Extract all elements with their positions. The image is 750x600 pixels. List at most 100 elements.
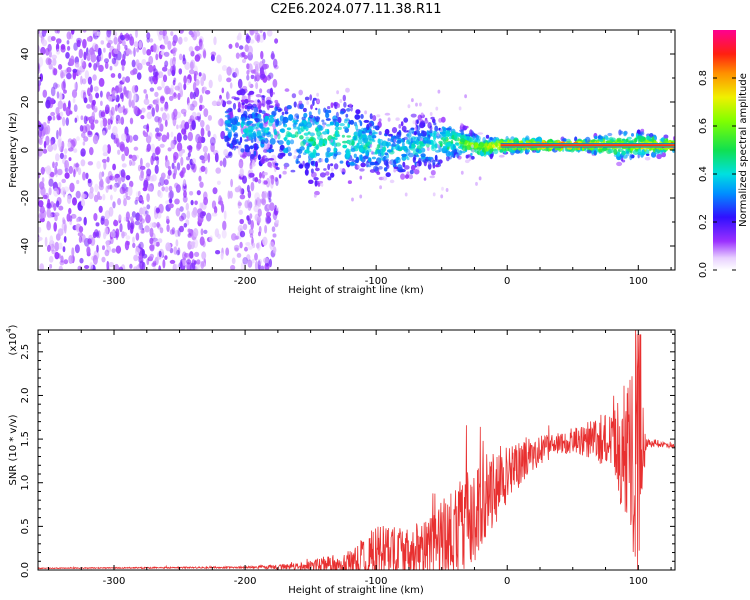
spectrogram-noise-cell: [72, 68, 78, 73]
spectrogram-noise-cell: [436, 132, 440, 137]
spectrogram-ridge-cell: [329, 121, 334, 125]
spectrogram-ridge-cell: [298, 89, 304, 96]
spectrogram-noise-cell: [191, 120, 196, 131]
spectrogram-ridge-cell: [226, 100, 232, 105]
spectrogram-noise-cell: [46, 124, 51, 135]
spectrogram-ridge-cell: [314, 180, 318, 187]
spectrogram-noise-cell: [38, 83, 41, 92]
spectrogram-noise-cell: [108, 206, 114, 217]
spectrogram-noise-cell: [137, 190, 141, 197]
spectrogram-ridge-cell: [297, 154, 302, 159]
spectrogram-ridge-cell: [243, 151, 247, 155]
spectrogram-noise-cell: [170, 131, 174, 138]
spectrogram-noise-cell: [234, 247, 239, 252]
spectrogram-noise-cell: [42, 89, 48, 98]
spectrogram-noise-cell: [203, 229, 208, 234]
spectrogram-noise-cell: [66, 31, 72, 40]
spectrogram-ridge-cell: [283, 166, 288, 170]
spectrogram-noise-cell: [200, 165, 206, 172]
spectrogram-ridge-cell: [269, 144, 273, 149]
spectrogram-noise-cell: [254, 177, 259, 183]
spectrogram-noise-cell: [213, 36, 217, 46]
spectrogram-noise-cell: [64, 160, 69, 170]
spectrogram-noise-cell: [149, 253, 154, 259]
spectrogram-noise-cell: [215, 167, 221, 174]
spectrogram-ridge-cell: [315, 126, 319, 133]
spectrogram-ridge-cell: [358, 129, 363, 135]
spectrogram-noise-cell: [265, 211, 272, 218]
spectrogram-noise-cell: [230, 178, 234, 188]
spectrogram-ridge-cell: [369, 169, 376, 173]
spectrogram-ridge-cell: [275, 167, 280, 170]
spectrogram-ridge-cell: [326, 147, 331, 153]
spectrogram-noise-cell: [149, 237, 154, 245]
spectrogram-noise-cell: [38, 226, 42, 233]
spectrogram-noise-cell: [65, 52, 70, 59]
spectrogram-noise-cell: [169, 58, 173, 68]
spectrogram-ridge-cell: [360, 114, 364, 119]
x-tick-label: 100: [629, 276, 648, 287]
spectrogram-noise-cell: [306, 100, 309, 105]
spectrogram-noise-cell: [81, 234, 86, 243]
spectrogram-noise-cell: [127, 220, 131, 231]
spectrogram-noise-cell: [121, 171, 127, 179]
spectrogram-noise-cell: [68, 255, 74, 264]
spectrogram-ridge-cell: [371, 134, 377, 139]
spectrogram-ridge-cell: [619, 130, 624, 135]
spectrogram-noise-cell: [247, 63, 253, 73]
spectrogram-noise-cell: [66, 72, 72, 80]
spectrogram-noise-cell: [60, 44, 66, 50]
x-tick-label: 100: [629, 576, 648, 587]
spectrogram-noise-cell: [100, 120, 104, 128]
spectrogram-ridge-cell: [384, 152, 389, 156]
spectrogram-noise-cell: [220, 252, 224, 260]
spectrogram-noise-cell: [68, 58, 75, 66]
spectrogram-noise-cell: [41, 39, 48, 47]
spectrogram-noise-cell: [38, 124, 44, 132]
spectrogram-noise-cell: [248, 228, 254, 235]
spectrogram-noise-cell: [58, 205, 64, 211]
spectrogram-noise-cell: [189, 91, 194, 100]
spectrogram-noise-cell: [60, 255, 64, 263]
spectrogram-noise-cell: [255, 82, 259, 90]
snr-scale-base: (x10: [8, 333, 19, 356]
spectrogram-ridge-cell: [376, 114, 381, 118]
spectrogram-noise-cell: [59, 152, 64, 160]
spectrogram-ridge-cell: [343, 126, 348, 130]
spectrogram-noise-cell: [184, 252, 189, 258]
spectrogram-noise-cell: [178, 262, 183, 269]
spectrogram-noise-cell: [66, 195, 72, 204]
spectrogram-ridge-cell: [245, 149, 250, 153]
spectrogram-noise-cell: [47, 115, 52, 121]
spectrogram-noise-cell: [98, 109, 103, 119]
spectrogram-noise-cell: [293, 155, 297, 160]
spectrogram-noise-cell: [57, 228, 64, 236]
spectrogram-ridge-cell: [312, 99, 315, 106]
spectrogram-noise-cell: [114, 104, 118, 112]
snr-series-line: [38, 330, 675, 570]
spectrogram-noise-cell: [131, 85, 138, 94]
spectrogram-ridge-cell: [378, 166, 383, 170]
spectrogram-ridge-cell: [367, 157, 372, 163]
spectrogram-ridge-cell: [224, 114, 231, 118]
spectrogram-noise-cell: [74, 163, 80, 168]
spectrogram-ridge-cell: [268, 117, 275, 123]
spectrogram-noise-cell: [136, 72, 142, 80]
spectrogram-y-label: Frequency (Hz): [8, 112, 19, 188]
spectrogram-ridge-cell: [290, 169, 296, 173]
spectrogram-noise-cell: [336, 90, 339, 95]
spectrogram-noise-cell: [182, 257, 187, 266]
spectrogram-ridge-cell: [628, 147, 631, 150]
spectrogram-ridge-cell: [251, 123, 257, 127]
spectrogram-noise-cell: [187, 152, 191, 158]
spectrogram-noise-cell: [214, 152, 219, 163]
spectrogram-noise-cell: [248, 172, 255, 178]
spectrogram-noise-cell: [155, 127, 160, 133]
spectrogram-ridge-cell: [435, 164, 439, 168]
spectrogram-ridge-cell: [332, 153, 337, 160]
spectrogram-noise-cell: [142, 187, 148, 192]
spectrogram-ridge-cell: [341, 134, 345, 138]
spectrogram-ridge-cell: [438, 140, 443, 145]
spectrogram-ridge-cell: [385, 141, 389, 147]
spectrogram-ridge-cell: [345, 113, 349, 118]
